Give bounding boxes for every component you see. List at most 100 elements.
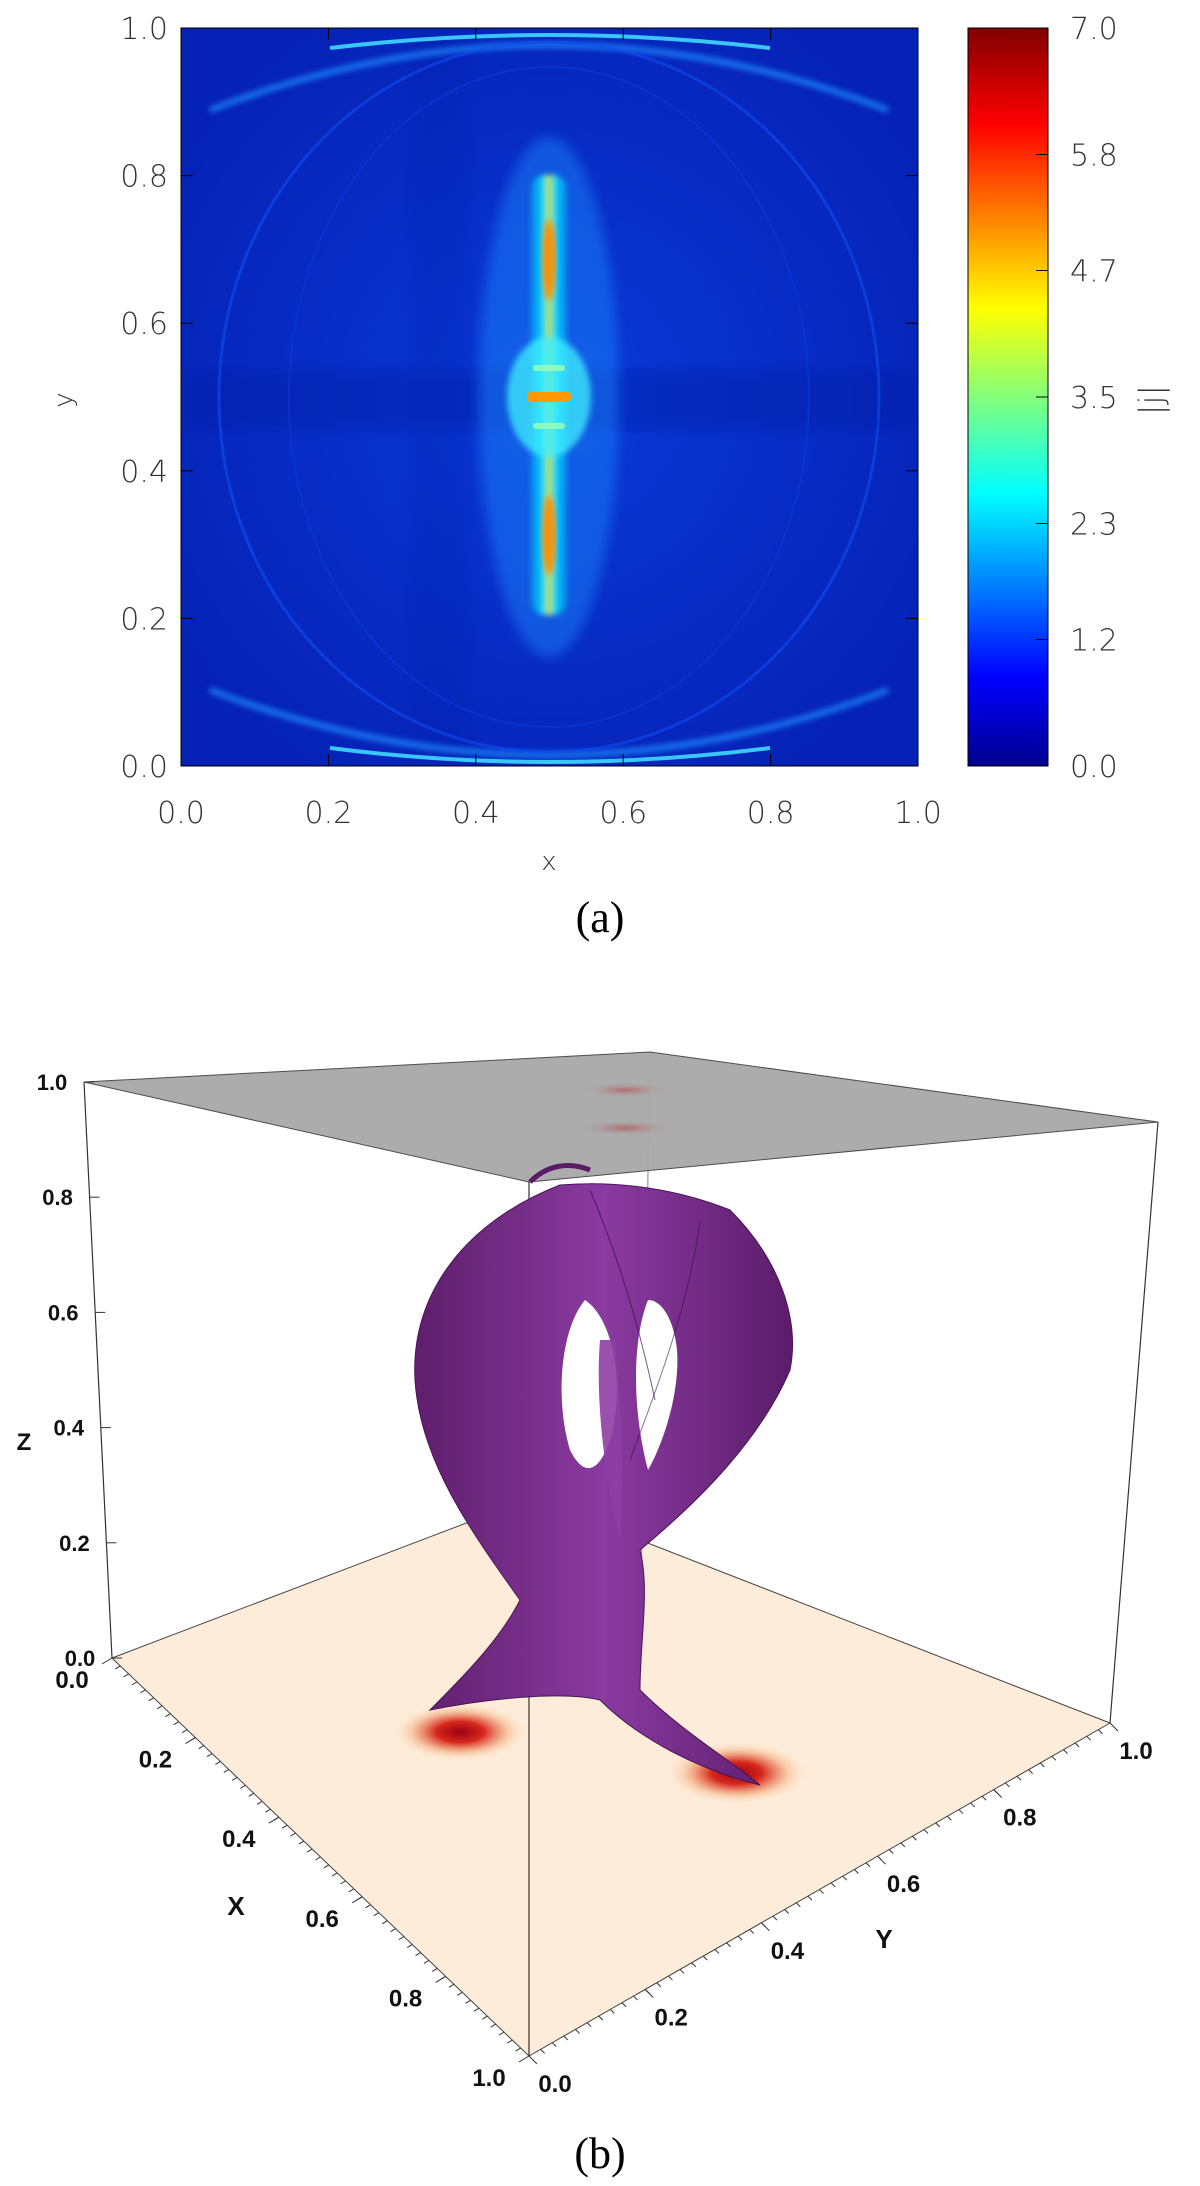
x-minor-tick <box>240 1784 246 1789</box>
y-tick-label: 0.4 <box>771 1938 805 1965</box>
heatmap-frame <box>180 27 919 767</box>
x-minor-tick <box>140 1689 146 1694</box>
y-minor-tick <box>702 1955 708 1961</box>
box-tick-marks <box>84 1081 1119 2065</box>
y-minor-tick <box>609 2009 615 2014</box>
y-tick-label: 0.6 <box>887 1871 920 1898</box>
heatmap-y-axis-label: y <box>49 392 79 407</box>
x-minor-tick <box>473 2007 480 2012</box>
x-minor-tick <box>148 1697 154 1702</box>
x-minor-tick <box>498 2031 505 2036</box>
x-minor-tick <box>440 1975 446 1980</box>
colorbar-tick-label: 4.7 <box>1070 254 1118 289</box>
x-tick-label: 0.0 <box>55 1667 88 1694</box>
x-minor-tick <box>432 1968 438 1972</box>
y-tick <box>1109 1722 1119 1732</box>
y-minor-tick <box>970 1802 975 1808</box>
panel-b-caption: (b) <box>574 2129 625 2178</box>
y-minor-tick <box>830 1882 836 1888</box>
y-minor-tick <box>1098 1729 1103 1735</box>
y-minor-tick <box>935 1822 941 1828</box>
heatmap-x-tick-label: 0.2 <box>305 796 353 831</box>
y-minor-tick <box>679 1969 685 1974</box>
x-tick-label: 0.6 <box>306 1906 339 1933</box>
x-minor-tick <box>273 1816 280 1821</box>
x-minor-tick <box>406 1944 413 1948</box>
heatmap-y-tick-label: 0.4 <box>120 455 168 490</box>
heatmap-x-tick-label: 0.0 <box>157 796 205 831</box>
y-minor-tick <box>540 2048 545 2054</box>
x-tick-label: 0.4 <box>222 1826 256 1853</box>
x-tick-label: 0.2 <box>139 1747 172 1774</box>
y-minor-tick <box>551 2042 557 2048</box>
x-minor-tick <box>181 1729 188 1734</box>
heatmap-x-tick-labels: 0.0 0.2 0.4 0.6 0.8 1.0 <box>157 796 942 831</box>
y-minor-tick <box>1063 1749 1068 1754</box>
x-minor-tick <box>231 1776 238 1781</box>
x-minor-tick <box>290 1832 296 1837</box>
x-minor-tick <box>206 1753 213 1757</box>
x-minor-tick <box>323 1864 330 1869</box>
y-minor-tick <box>842 1875 848 1881</box>
y-minor-tick <box>993 1789 999 1794</box>
panel-b-3d-surface: 0.0 0.2 0.4 0.6 0.8 1.0 0.0 0.2 0.4 0.6 0.8 1.0 0.… <box>17 1051 1159 2178</box>
x-minor-tick <box>215 1761 221 1765</box>
y-minor-tick <box>1051 1755 1057 1761</box>
x-minor-tick <box>423 1960 430 1964</box>
x-minor-tick <box>365 1904 371 1909</box>
y-minor-tick <box>726 1942 731 1948</box>
colorbar-label: |j| <box>1132 385 1170 415</box>
x-minor-tick <box>298 1840 305 1845</box>
y-minor-tick <box>865 1862 871 1868</box>
top-plane <box>83 1051 1159 1183</box>
y-minor-tick <box>1074 1742 1080 1748</box>
heatmap-y-tick-label: 1.0 <box>120 12 168 47</box>
x-minor-tick <box>331 1872 338 1877</box>
heatmap-y-tick-label: 0.8 <box>120 160 168 195</box>
x-tick <box>518 2055 530 2063</box>
y-minor-tick <box>563 2035 569 2041</box>
x-tick <box>101 1657 113 1665</box>
y-minor-tick <box>1016 1775 1022 1781</box>
y-tick-label: 1.0 <box>1119 1738 1152 1765</box>
x-minor-tick <box>156 1705 163 1710</box>
heatmap-x-tick-label: 0.6 <box>599 796 647 831</box>
y-minor-tick <box>1028 1769 1034 1774</box>
y-minor-tick <box>912 1835 917 1841</box>
z-axis-label: Z <box>17 1429 32 1456</box>
x-tick-label: 1.0 <box>472 2065 505 2092</box>
x-minor-tick <box>115 1665 121 1670</box>
x-minor-tick <box>198 1745 204 1749</box>
x-minor-tick <box>281 1824 288 1829</box>
x-minor-tick <box>348 1888 355 1893</box>
x-minor-tick <box>123 1673 129 1678</box>
y-minor-tick <box>598 2015 604 2021</box>
y-tick-label: 0.0 <box>538 2071 571 2098</box>
top-flux-spot-2 <box>575 1120 675 1136</box>
panel-a-caption: (a) <box>576 893 625 942</box>
y-minor-tick <box>819 1889 824 1894</box>
y-minor-tick <box>900 1842 906 1848</box>
y-minor-tick <box>633 1995 638 2001</box>
panel-a-heatmap: 0.0 0.2 0.4 0.6 0.8 1.0 0.00.20.40.60.81.0 x … <box>49 12 1170 942</box>
heatmap-tick-marks <box>180 27 919 767</box>
heatmap-y-tick-label: 0.6 <box>120 307 168 342</box>
y-tick-labels: 0.0 0.2 0.4 0.6 0.8 1.0 <box>538 1738 1152 2098</box>
heatmap-x-axis-label: x <box>541 847 556 877</box>
y-minor-tick <box>807 1895 813 1901</box>
y-minor-tick <box>772 1915 778 1921</box>
z-tick-label: 0.0 <box>65 1646 96 1671</box>
z-tick-labels: 0.0 0.2 0.4 0.6 0.8 1.0 <box>37 1070 96 1671</box>
y-minor-tick <box>854 1869 859 1874</box>
top-flux-spot-1 <box>580 1082 670 1098</box>
heatmap-y-tick-label: 0.0 <box>120 750 168 785</box>
y-minor-tick <box>668 1975 673 1981</box>
z-tick-label: 0.4 <box>54 1416 85 1441</box>
x-minor-tick <box>398 1936 405 1941</box>
y-minor-tick <box>761 1922 766 1928</box>
y-minor-tick <box>1086 1735 1092 1741</box>
y-minor-tick <box>621 2002 627 2008</box>
y-tick <box>528 2055 538 2065</box>
y-minor-tick <box>656 1982 662 1988</box>
